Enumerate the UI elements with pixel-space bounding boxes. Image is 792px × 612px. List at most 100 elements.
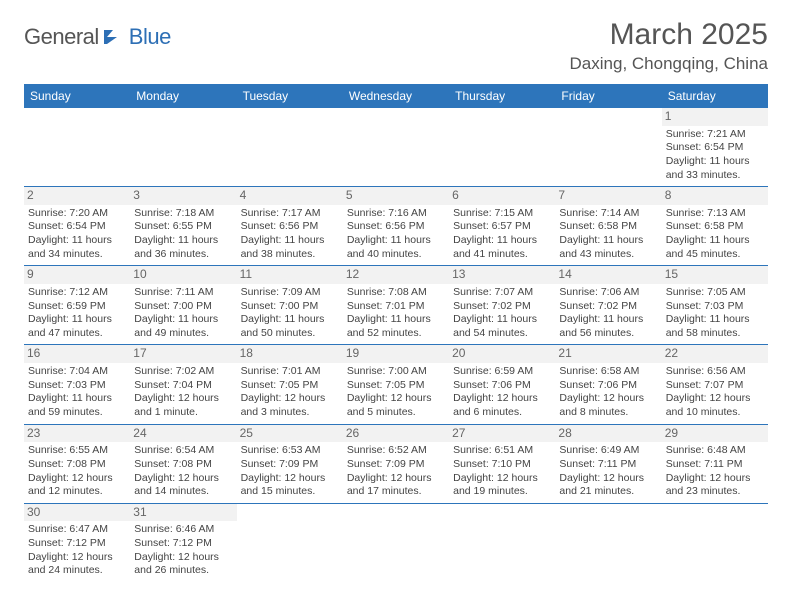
day-number: 20 [449,345,555,363]
weekday-header: Friday [555,84,661,108]
sunrise-text: Sunrise: 7:04 AM [28,365,126,379]
day-number: 3 [130,187,236,205]
sunrise-text: Sunrise: 7:15 AM [453,207,551,221]
daylight-text: Daylight: 11 hours and 56 minutes. [559,313,657,340]
day-number: 6 [449,187,555,205]
daylight-text: Daylight: 11 hours and 54 minutes. [453,313,551,340]
sunrise-text: Sunrise: 7:11 AM [134,286,232,300]
calendar-day-cell: 8Sunrise: 7:13 AMSunset: 6:58 PMDaylight… [662,187,768,266]
sunset-text: Sunset: 6:57 PM [453,220,551,234]
calendar-week-row: 23Sunrise: 6:55 AMSunset: 7:08 PMDayligh… [24,424,768,503]
sunrise-text: Sunrise: 7:05 AM [666,286,764,300]
calendar-day-cell: 19Sunrise: 7:00 AMSunset: 7:05 PMDayligh… [343,345,449,424]
daylight-text: Daylight: 12 hours and 21 minutes. [559,472,657,499]
sunset-text: Sunset: 6:54 PM [666,141,764,155]
daylight-text: Daylight: 12 hours and 10 minutes. [666,392,764,419]
sunset-text: Sunset: 7:07 PM [666,379,764,393]
sunrise-text: Sunrise: 7:12 AM [28,286,126,300]
daylight-text: Daylight: 11 hours and 33 minutes. [666,155,764,182]
sunset-text: Sunset: 7:09 PM [347,458,445,472]
daylight-text: Daylight: 12 hours and 8 minutes. [559,392,657,419]
daylight-text: Daylight: 11 hours and 34 minutes. [28,234,126,261]
weekday-header: Sunday [24,84,130,108]
calendar-day-cell: 24Sunrise: 6:54 AMSunset: 7:08 PMDayligh… [130,424,236,503]
sunset-text: Sunset: 7:05 PM [347,379,445,393]
logo: General Blue [24,24,171,50]
calendar-day-cell [449,108,555,187]
title-block: March 2025 Daxing, Chongqing, China [570,18,768,74]
calendar-week-row: 1Sunrise: 7:21 AMSunset: 6:54 PMDaylight… [24,108,768,187]
day-number: 27 [449,425,555,443]
daylight-text: Daylight: 11 hours and 52 minutes. [347,313,445,340]
daylight-text: Daylight: 11 hours and 58 minutes. [666,313,764,340]
sunrise-text: Sunrise: 6:48 AM [666,444,764,458]
logo-flag-icon [103,29,125,45]
calendar-day-cell: 3Sunrise: 7:18 AMSunset: 6:55 PMDaylight… [130,187,236,266]
day-number: 18 [237,345,343,363]
calendar-day-cell: 2Sunrise: 7:20 AMSunset: 6:54 PMDaylight… [24,187,130,266]
sunrise-text: Sunrise: 7:02 AM [134,365,232,379]
calendar-day-cell [130,108,236,187]
sunset-text: Sunset: 7:00 PM [241,300,339,314]
sunset-text: Sunset: 7:01 PM [347,300,445,314]
day-number: 8 [662,187,768,205]
sunset-text: Sunset: 7:03 PM [666,300,764,314]
calendar-day-cell [237,108,343,187]
calendar-day-cell: 12Sunrise: 7:08 AMSunset: 7:01 PMDayligh… [343,266,449,345]
sunset-text: Sunset: 6:56 PM [347,220,445,234]
sunset-text: Sunset: 7:08 PM [28,458,126,472]
sunrise-text: Sunrise: 7:18 AM [134,207,232,221]
calendar-day-cell: 7Sunrise: 7:14 AMSunset: 6:58 PMDaylight… [555,187,661,266]
daylight-text: Daylight: 12 hours and 12 minutes. [28,472,126,499]
calendar-day-cell: 17Sunrise: 7:02 AMSunset: 7:04 PMDayligh… [130,345,236,424]
calendar-day-cell: 31Sunrise: 6:46 AMSunset: 7:12 PMDayligh… [130,503,236,582]
calendar-week-row: 16Sunrise: 7:04 AMSunset: 7:03 PMDayligh… [24,345,768,424]
day-number: 22 [662,345,768,363]
weekday-header: Wednesday [343,84,449,108]
day-number: 5 [343,187,449,205]
daylight-text: Daylight: 11 hours and 59 minutes. [28,392,126,419]
sunrise-text: Sunrise: 6:56 AM [666,365,764,379]
sunset-text: Sunset: 7:08 PM [134,458,232,472]
calendar-day-cell: 16Sunrise: 7:04 AMSunset: 7:03 PMDayligh… [24,345,130,424]
weekday-header: Saturday [662,84,768,108]
calendar-day-cell: 27Sunrise: 6:51 AMSunset: 7:10 PMDayligh… [449,424,555,503]
calendar-day-cell: 11Sunrise: 7:09 AMSunset: 7:00 PMDayligh… [237,266,343,345]
daylight-text: Daylight: 11 hours and 36 minutes. [134,234,232,261]
day-number: 2 [24,187,130,205]
day-number: 11 [237,266,343,284]
weekday-header: Thursday [449,84,555,108]
day-number: 17 [130,345,236,363]
sunrise-text: Sunrise: 7:17 AM [241,207,339,221]
calendar-day-cell: 25Sunrise: 6:53 AMSunset: 7:09 PMDayligh… [237,424,343,503]
calendar-day-cell: 29Sunrise: 6:48 AMSunset: 7:11 PMDayligh… [662,424,768,503]
sunrise-text: Sunrise: 6:47 AM [28,523,126,537]
daylight-text: Daylight: 11 hours and 43 minutes. [559,234,657,261]
sunrise-text: Sunrise: 6:55 AM [28,444,126,458]
daylight-text: Daylight: 11 hours and 38 minutes. [241,234,339,261]
sunset-text: Sunset: 6:58 PM [559,220,657,234]
calendar-day-cell [24,108,130,187]
sunset-text: Sunset: 7:02 PM [453,300,551,314]
calendar-day-cell: 13Sunrise: 7:07 AMSunset: 7:02 PMDayligh… [449,266,555,345]
calendar-day-cell: 22 Sunrise: 6:56 AMSunset: 7:07 PMDayligh… [662,345,768,424]
calendar-day-cell: 28Sunrise: 6:49 AMSunset: 7:11 PMDayligh… [555,424,661,503]
sunset-text: Sunset: 7:12 PM [28,537,126,551]
daylight-text: Daylight: 12 hours and 6 minutes. [453,392,551,419]
sunrise-text: Sunrise: 7:21 AM [666,128,764,142]
day-number: 12 [343,266,449,284]
sunrise-text: Sunrise: 7:00 AM [347,365,445,379]
calendar-week-row: 9Sunrise: 7:12 AMSunset: 6:59 PMDaylight… [24,266,768,345]
sunset-text: Sunset: 6:54 PM [28,220,126,234]
header: General Blue March 2025 Daxing, Chongqin… [24,18,768,74]
location: Daxing, Chongqing, China [570,54,768,74]
sunrise-text: Sunrise: 7:13 AM [666,207,764,221]
daylight-text: Daylight: 11 hours and 40 minutes. [347,234,445,261]
daylight-text: Daylight: 11 hours and 41 minutes. [453,234,551,261]
sunrise-text: Sunrise: 7:16 AM [347,207,445,221]
daylight-text: Daylight: 11 hours and 50 minutes. [241,313,339,340]
calendar-table: Sunday Monday Tuesday Wednesday Thursday… [24,84,768,582]
sunset-text: Sunset: 7:11 PM [559,458,657,472]
sunrise-text: Sunrise: 6:49 AM [559,444,657,458]
day-number: 31 [130,504,236,522]
